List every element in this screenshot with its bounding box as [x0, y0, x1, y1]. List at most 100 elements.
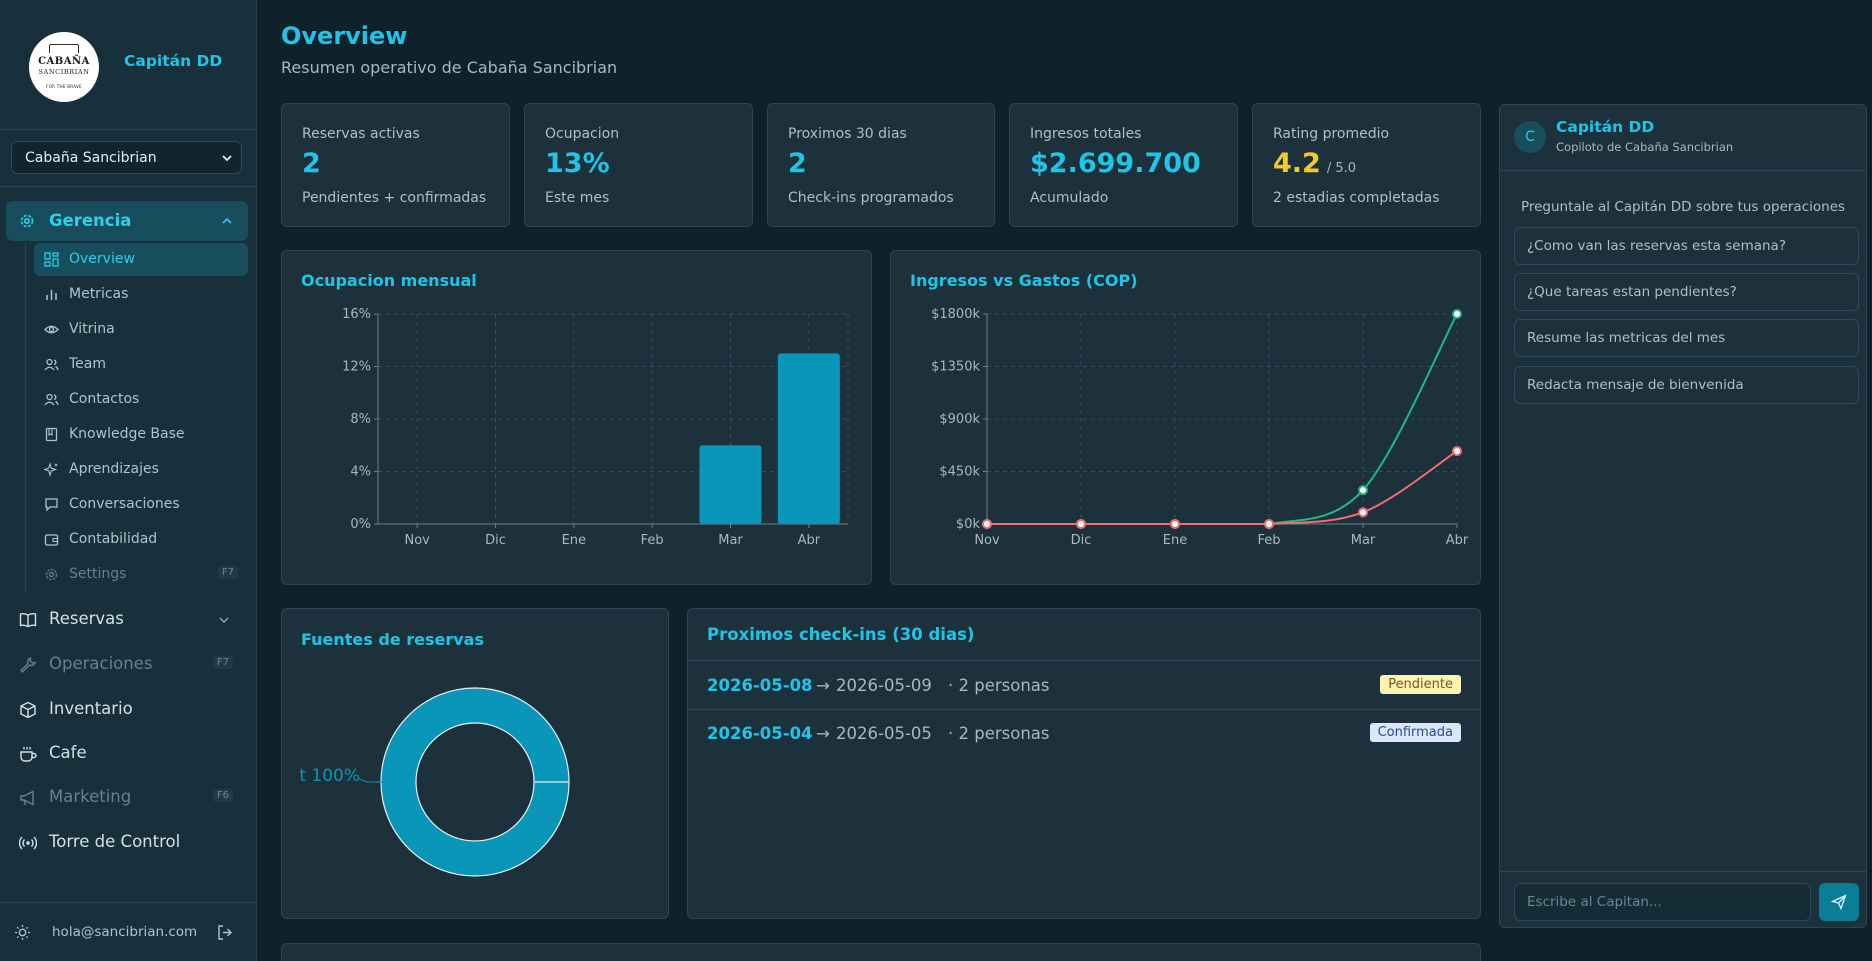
- chevron-down-icon: [222, 155, 232, 162]
- send-icon: [1831, 894, 1847, 910]
- sidebar-item-label: Aprendizajes: [69, 461, 159, 477]
- sidebar-item-vitrina[interactable]: Vitrina: [34, 313, 248, 346]
- sidebar-item-team[interactable]: Team: [34, 348, 248, 381]
- slice-label: t 100%: [299, 766, 360, 786]
- checkin-to: 2026-05-09: [836, 676, 932, 695]
- logout-icon[interactable]: [216, 924, 233, 941]
- sidebar-item-metricas[interactable]: Metricas: [34, 278, 248, 311]
- x-tick-label: Abr: [798, 533, 821, 548]
- y-tick-label: 16%: [342, 307, 371, 322]
- sidebar-item-settings[interactable]: Settings F7: [34, 558, 248, 591]
- chat-panel: C Capitán DD Copiloto de Cabaña Sancibri…: [1499, 104, 1867, 928]
- stat-value: $2.699.700: [1030, 148, 1201, 179]
- arrow-icon: →: [816, 676, 830, 695]
- chat-footer: Escribe al Capitan...: [1500, 871, 1866, 928]
- checkin-row[interactable]: 2026-05-04 → 2026-05-05 · 2 personas Con…: [688, 710, 1480, 758]
- broadcast-icon: [19, 836, 37, 850]
- sidebar-item-label: Overview: [69, 251, 135, 267]
- package-icon: [20, 701, 36, 719]
- chevron-up-icon: [222, 217, 232, 224]
- stat-card-proximos-30-dias: Proximos 30 dias 2 Check-ins programados: [767, 103, 995, 227]
- sidebar-item-label: Operaciones: [49, 654, 153, 673]
- x-tick-label: Mar: [718, 533, 743, 548]
- sidebar-item-label: Contactos: [69, 391, 140, 407]
- sidebar-item-marketing[interactable]: Marketing F6: [0, 780, 257, 816]
- chat-title: Capitán DD: [1556, 118, 1655, 136]
- dashboard-icon: [44, 252, 59, 267]
- sidebar-item-conversaciones[interactable]: Conversaciones: [34, 488, 248, 521]
- submenu-line: [25, 242, 26, 592]
- donut-outline-inner: [415, 722, 535, 842]
- sidebar-item-contabilidad[interactable]: Contabilidad: [34, 523, 248, 556]
- suggestion-button[interactable]: ¿Que tareas estan pendientes?: [1514, 273, 1859, 311]
- nav-group-label: Gerencia: [49, 211, 132, 230]
- stat-note: Check-ins programados: [788, 190, 954, 206]
- x-tick-label: Dic: [485, 533, 506, 548]
- chat-header: C Capitán DD Copiloto de Cabaña Sancibri…: [1500, 105, 1866, 171]
- bar-mar: [699, 445, 762, 524]
- sidebar-item-label: Marketing: [49, 787, 132, 806]
- donut-slice: [381, 688, 569, 876]
- logo-line2: SANCIBRIAN: [38, 68, 90, 76]
- sidebar-item-reservas[interactable]: Reservas: [0, 602, 257, 638]
- series-gastos-point: [1358, 507, 1368, 518]
- sidebar-item-cafe[interactable]: Cafe: [0, 736, 257, 772]
- checkins-header: Proximos check-ins (30 dias): [688, 609, 1480, 661]
- sidebar-item-label: Vitrina: [69, 321, 115, 337]
- sidebar-divider: [0, 186, 257, 187]
- sun-icon[interactable]: [14, 924, 31, 941]
- y-tick-label: 4%: [350, 465, 371, 480]
- book-icon: [45, 427, 58, 442]
- brand-name: Capitán DD: [124, 52, 223, 70]
- sidebar-footer: hola@sancibrian.com: [0, 902, 257, 961]
- bar-chart-icon: [46, 290, 57, 300]
- series-ingresos-point: [1358, 485, 1368, 496]
- stat-label: Ingresos totales: [1030, 126, 1142, 142]
- avatar: C: [1514, 121, 1546, 153]
- sidebar-item-knowledge-base[interactable]: Knowledge Base: [34, 418, 248, 451]
- sidebar-item-operaciones[interactable]: Operaciones F7: [0, 647, 257, 683]
- send-button[interactable]: [1819, 883, 1859, 921]
- chat-input[interactable]: Escribe al Capitan...: [1514, 883, 1811, 921]
- rating-value: 4.2: [1273, 148, 1321, 179]
- sidebar-item-torre-de-control[interactable]: Torre de Control: [0, 825, 257, 861]
- x-tick-label: Mar: [1351, 533, 1376, 548]
- sidebar-item-contactos[interactable]: Contactos: [34, 383, 248, 416]
- slice-label-leader: [358, 778, 382, 783]
- stat-note: 2 estadias completadas: [1273, 190, 1440, 206]
- sidebar-item-label: Inventario: [49, 699, 133, 718]
- page-title: Overview: [281, 22, 408, 50]
- stat-card-ocupacion: Ocupacion 13% Este mes: [524, 103, 753, 227]
- sidebar-item-aprendizajes[interactable]: Aprendizajes: [34, 453, 248, 486]
- suggestion-button[interactable]: Redacta mensaje de bienvenida: [1514, 366, 1859, 404]
- stat-value: 2: [302, 148, 321, 179]
- sidebar-item-label: Conversaciones: [69, 496, 180, 512]
- checkin-row[interactable]: 2026-05-08 → 2026-05-09 · 2 personas Pen…: [688, 662, 1480, 710]
- chat-subtitle: Copiloto de Cabaña Sancibrian: [1556, 140, 1734, 154]
- stat-card-ingresos-totales: Ingresos totales $2.699.700 Acumulado: [1009, 103, 1238, 227]
- nav-group-gerencia[interactable]: Gerencia: [6, 201, 248, 241]
- user-email: hola@sancibrian.com: [52, 924, 198, 940]
- stat-note: Este mes: [545, 190, 610, 206]
- checkin-from: 2026-05-08: [707, 676, 813, 695]
- sidebar-item-overview[interactable]: Overview: [34, 243, 248, 276]
- fuentes-donut-chart: t 100%: [299, 687, 570, 877]
- checkins-card: Proximos check-ins (30 dias) 2026-05-08 …: [687, 608, 1481, 919]
- sidebar-item-label: Torre de Control: [49, 832, 181, 851]
- series-gastos-point: [1170, 519, 1180, 529]
- property-select[interactable]: Cabaña Sancibrian: [11, 141, 242, 174]
- series-gastos-point: [1264, 519, 1274, 529]
- status-badge: Confirmada: [1369, 723, 1461, 742]
- chart-title: Ingresos vs Gastos (COP): [910, 271, 1138, 290]
- logo[interactable]: CABAÑA SANCIBRIAN FOR THE BRAVE: [29, 32, 99, 102]
- property-select-value: Cabaña Sancibrian: [25, 150, 157, 166]
- series-ingresos-point: [1452, 309, 1462, 319]
- sidebar-item-label: Contabilidad: [69, 531, 158, 547]
- suggestion-button[interactable]: ¿Como van las reservas esta semana?: [1514, 227, 1859, 265]
- suggestion-button[interactable]: Resume las metricas del mes: [1514, 319, 1859, 357]
- sidebar-item-inventario[interactable]: Inventario: [0, 692, 257, 728]
- status-badge: Pendiente: [1380, 675, 1461, 694]
- stat-card-reservas-activas: Reservas activas 2 Pendientes + confirma…: [281, 103, 510, 227]
- checkin-to: 2026-05-05: [836, 724, 932, 743]
- chart-card-ocupacion: Ocupacion mensual 0% 4% 8% 12% 16% Nov Dic Ene F…: [281, 250, 872, 585]
